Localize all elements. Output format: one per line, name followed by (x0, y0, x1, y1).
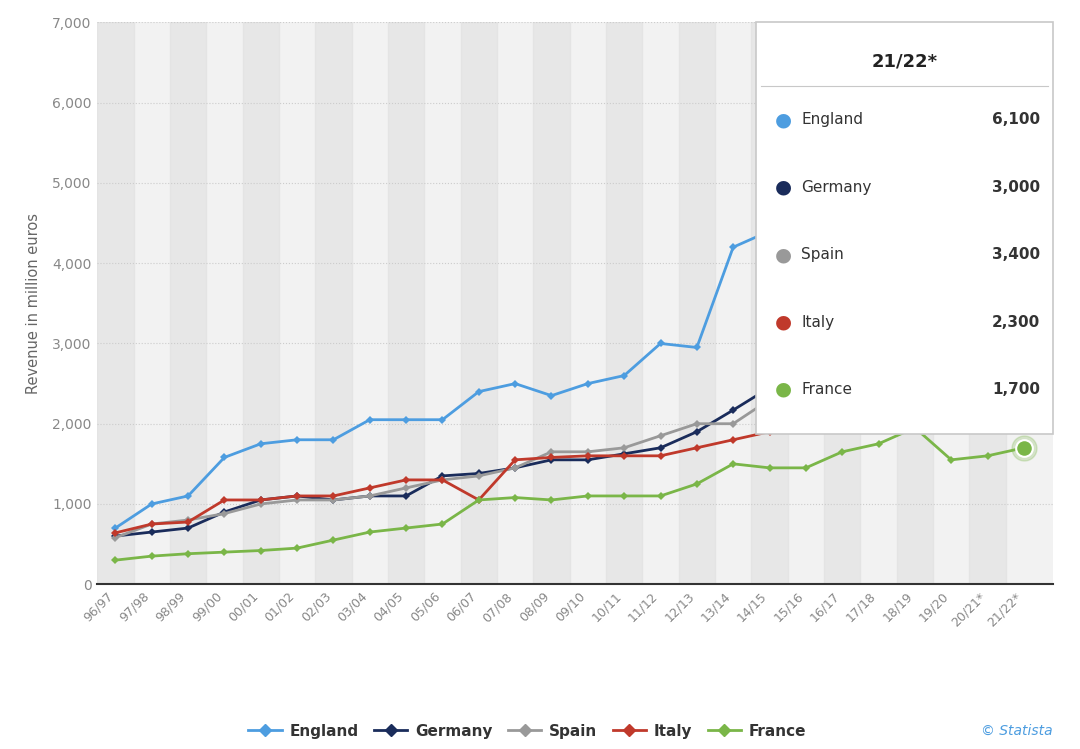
Text: Germany: Germany (801, 180, 872, 195)
Bar (678, 22, 715, 584)
Bar (970, 22, 1005, 584)
Text: ●: ● (774, 178, 792, 197)
Bar (170, 22, 206, 584)
Text: 21/22*: 21/22* (872, 52, 937, 70)
Bar (824, 22, 861, 584)
Bar (606, 22, 643, 584)
Text: ●: ● (774, 245, 792, 264)
Bar (534, 22, 569, 584)
Bar (461, 22, 497, 584)
Bar (752, 22, 787, 584)
Text: 3,400: 3,400 (991, 247, 1040, 262)
Text: France: France (801, 382, 852, 397)
Text: 2,300: 2,300 (991, 315, 1040, 330)
Text: Spain: Spain (801, 247, 845, 262)
Y-axis label: Revenue in million euros: Revenue in million euros (26, 213, 41, 394)
Text: 1,700: 1,700 (993, 382, 1040, 397)
Bar (896, 22, 933, 584)
Text: © Statista: © Statista (982, 724, 1053, 738)
Bar (97, 22, 134, 584)
Text: Italy: Italy (801, 315, 835, 330)
Legend: England, Germany, Spain, Italy, France: England, Germany, Spain, Italy, France (242, 718, 812, 745)
Bar (315, 22, 352, 584)
Text: ●: ● (774, 110, 792, 130)
Text: 3,000: 3,000 (991, 180, 1040, 195)
Text: England: England (801, 112, 863, 127)
Text: ●: ● (774, 380, 792, 399)
Bar (243, 22, 279, 584)
Text: 6,100: 6,100 (991, 112, 1040, 127)
Text: ●: ● (774, 312, 792, 332)
Bar (388, 22, 424, 584)
